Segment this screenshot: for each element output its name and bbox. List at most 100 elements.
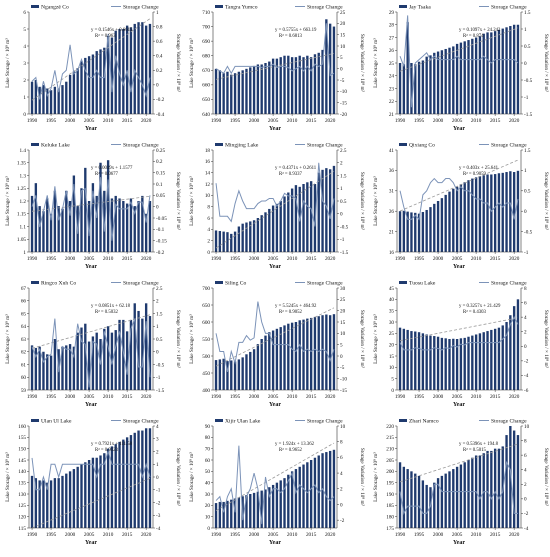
trend-equation: y = 0.5396x + 194.8	[459, 442, 499, 447]
left-tick-label: 3	[23, 61, 26, 67]
x-tick-label: 1990	[395, 394, 406, 400]
lake-storage-bar	[125, 203, 129, 252]
legend-line-label: Storage Change	[307, 418, 343, 424]
lake-storage-bar	[467, 460, 470, 528]
lake-storage-bar	[328, 450, 332, 528]
storage-change-line	[399, 15, 519, 108]
lake-storage-bar	[218, 70, 222, 114]
lake-storage-bar	[30, 345, 34, 391]
lake-storage-bar	[406, 211, 409, 252]
right-tick-label: 0	[156, 204, 159, 210]
lake-storage-bar	[110, 332, 114, 391]
right-tick-label: 1.5	[524, 10, 531, 16]
trend-r2: R² = 0.4303	[463, 309, 487, 315]
left-tick-label: 145	[18, 458, 26, 464]
left-tick-label: 500	[202, 354, 210, 360]
lake-storage-bar	[417, 213, 421, 252]
right-tick-label: 2.5	[156, 286, 163, 292]
lake-storage-bar	[65, 81, 68, 114]
lake-storage-bar	[302, 57, 305, 114]
right-tick-label: 4	[524, 315, 527, 321]
lake-storage-bar	[103, 190, 106, 252]
lake-storage-bar	[68, 471, 72, 528]
lake-storage-bar	[222, 73, 225, 114]
right-tick-label: 30	[340, 286, 346, 292]
lake-storage-bar	[129, 198, 133, 252]
left-tick-label: 700	[202, 24, 210, 30]
left-tick-label: 27	[389, 35, 395, 41]
trend-equation: y = 0.403x + 25.641	[459, 166, 499, 171]
lake-storage-bar	[110, 198, 114, 252]
lake-storage-bar	[332, 165, 336, 252]
trend-r2: R² = 0.9059	[463, 171, 487, 177]
lake-storage-bar	[245, 68, 248, 114]
lake-storage-bar	[410, 471, 413, 528]
x-axis-title: Year	[85, 264, 97, 270]
left-tick-label: 90	[205, 424, 211, 430]
storage-change-line	[215, 301, 335, 372]
left-tick-label: 60	[21, 375, 27, 381]
right-tick-label: 10	[524, 424, 530, 430]
left-tick-label: 28	[389, 23, 395, 29]
lake-storage-bar	[233, 73, 237, 114]
chart-panel: 400 450 500 550 600 650 700 -15 -10 -5 0 5 10 15 20 25 3…	[189, 280, 365, 408]
left-tick-label: 30	[205, 492, 211, 498]
left-tick-label: 600	[202, 320, 210, 326]
lake-storage-bar	[230, 499, 233, 528]
right-tick-label: -0.15	[156, 238, 167, 244]
lake-storage-bar	[214, 360, 218, 390]
lake-storage-bar	[414, 212, 417, 252]
x-tick-label: 2015	[490, 118, 501, 124]
x-axis-title: Year	[85, 540, 97, 546]
lake-storage-bar	[398, 462, 402, 528]
lake-storage-bar	[455, 339, 459, 390]
lake-storage-bar	[72, 469, 76, 528]
lake-storage-bar	[279, 327, 282, 390]
legend-bar-swatch	[31, 5, 39, 8]
lake-storage-bar	[459, 338, 463, 390]
lake-storage-bar	[80, 464, 83, 528]
right-tick-label: 0.2	[156, 68, 163, 74]
left-tick-label: 185	[386, 503, 394, 509]
right-tick-label: 5	[340, 342, 343, 348]
lake-storage-bar	[421, 333, 425, 390]
lake-storage-bar	[486, 174, 489, 252]
lake-storage-bar	[129, 319, 133, 391]
x-tick-label: 1990	[395, 118, 406, 124]
lake-storage-bar	[252, 349, 256, 390]
right-tick-label: 20	[340, 21, 346, 27]
legend-bar-label: Ulan Ul Lake	[41, 418, 72, 424]
left-tick-label: 25	[389, 61, 395, 67]
x-tick-label: 2010	[103, 394, 114, 400]
legend-bar-label: Mingjing Lake	[225, 142, 259, 148]
trend-line	[31, 314, 151, 349]
lake-storage-bar	[95, 457, 98, 528]
lake-storage-bar	[306, 182, 309, 252]
lake-storage-bar	[425, 484, 428, 528]
x-tick-label: 2015	[306, 394, 317, 400]
right-axis-title: Storage Variation / × 10⁸ m³	[175, 34, 181, 93]
lake-storage-bar	[440, 198, 444, 252]
x-tick-label: 1995	[414, 394, 425, 400]
left-tick-label: 180	[386, 514, 394, 520]
left-tick-label: 195	[386, 480, 394, 486]
right-tick-label: 0	[340, 66, 343, 72]
lake-storage-bar	[72, 71, 76, 114]
lake-storage-bar	[302, 319, 305, 390]
trend-equation: y = 0.4371x + 0.2611	[275, 166, 317, 171]
lake-storage-bar	[241, 357, 244, 390]
lake-storage-bar	[467, 40, 470, 114]
x-tick-label: 2015	[490, 394, 501, 400]
lake-storage-bar	[95, 195, 98, 252]
lake-storage-bar	[125, 331, 129, 390]
lake-storage-bar	[264, 489, 267, 528]
left-axis-title: Lake Storage / × 10⁸ m³	[189, 38, 195, 88]
lake-storage-bar	[509, 171, 512, 252]
lake-storage-bar	[65, 345, 68, 391]
x-tick-label: 1995	[414, 118, 425, 124]
right-tick-label: -1.5	[340, 250, 349, 256]
x-axis-title: Year	[85, 402, 97, 408]
right-tick-label: 0.25	[156, 148, 165, 154]
x-tick-label: 1990	[395, 256, 406, 262]
